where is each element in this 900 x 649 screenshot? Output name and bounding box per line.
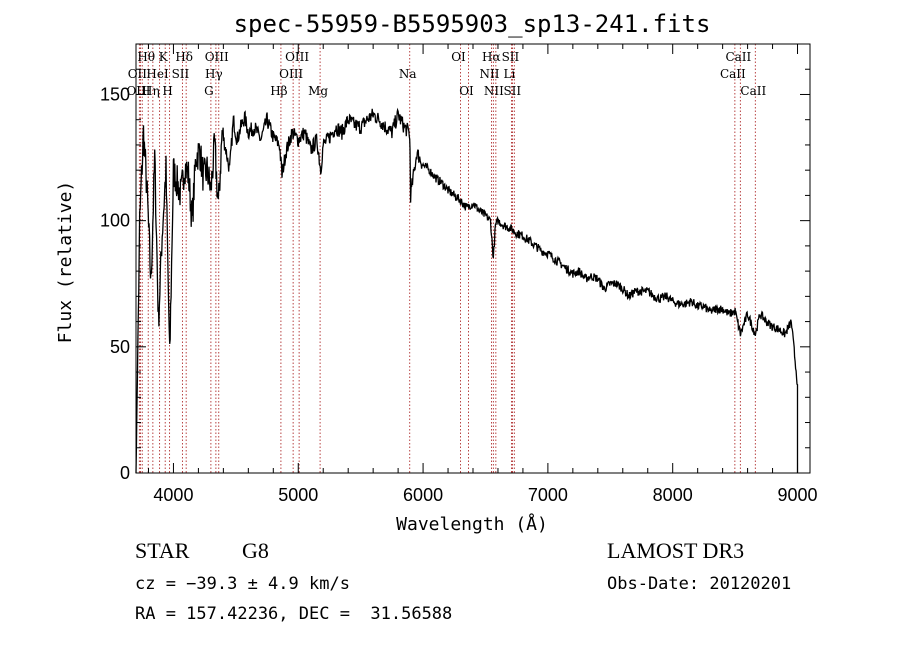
line-label: Li bbox=[504, 67, 516, 81]
chart-title: spec-55959-B5595903_sp13-241.fits bbox=[234, 10, 711, 38]
line-label: NII bbox=[479, 67, 499, 81]
line-label: SII bbox=[172, 67, 190, 81]
emission-line-markers bbox=[138, 44, 756, 473]
x-tick-label: 6000 bbox=[403, 485, 443, 505]
y-tick-label: 100 bbox=[100, 211, 130, 231]
line-label: Hβ bbox=[270, 84, 287, 98]
axis-ticks: 4000 5000 6000 7000 8000 9000 0 50 100 150 bbox=[100, 43, 818, 505]
y-tick-label: 0 bbox=[120, 463, 130, 483]
line-label: OIII bbox=[285, 50, 309, 64]
line-label: CaII bbox=[740, 84, 766, 98]
x-tick-label: 9000 bbox=[777, 485, 817, 505]
line-label: Hα bbox=[482, 50, 501, 64]
object-subclass: G8 bbox=[242, 538, 269, 563]
line-label: NII bbox=[484, 84, 504, 98]
x-tick-label: 4000 bbox=[153, 485, 193, 505]
line-label: Na bbox=[399, 67, 417, 81]
y-tick-label: 50 bbox=[110, 337, 130, 357]
line-label: OIII bbox=[205, 50, 229, 64]
line-label: Hθ bbox=[137, 50, 155, 64]
coordinates: RA = 157.42236, DEC = 31.56588 bbox=[135, 604, 453, 624]
line-label: Hγ bbox=[205, 67, 223, 81]
x-axis-label: Wavelength (Å) bbox=[396, 513, 548, 535]
spectrum-line bbox=[135, 107, 799, 474]
redshift-velocity: cz = −39.3 ± 4.9 km/s bbox=[135, 574, 350, 594]
plot-frame bbox=[135, 43, 811, 474]
line-label: OI bbox=[451, 50, 466, 64]
observation-date: Obs-Date: 20120201 bbox=[607, 574, 792, 594]
line-label: Hη bbox=[142, 84, 160, 98]
line-label: Mg bbox=[308, 84, 328, 98]
line-label: OI bbox=[459, 84, 474, 98]
line-label: H bbox=[162, 84, 172, 98]
line-label: G bbox=[204, 84, 214, 98]
line-label: K bbox=[159, 50, 169, 64]
line-label: OII bbox=[128, 67, 148, 81]
line-label: Hδ bbox=[175, 50, 193, 64]
x-tick-label: 5000 bbox=[278, 485, 318, 505]
x-tick-label: 7000 bbox=[528, 485, 568, 505]
object-class: STAR bbox=[135, 538, 190, 563]
line-label: CaII bbox=[725, 50, 751, 64]
x-tick-label: 8000 bbox=[653, 485, 693, 505]
line-label: SII bbox=[503, 84, 521, 98]
line-label: OIII bbox=[279, 67, 303, 81]
line-label: SII bbox=[502, 50, 520, 64]
y-axis-label: Flux (relative) bbox=[55, 181, 76, 344]
y-tick-label: 150 bbox=[100, 84, 130, 104]
survey-name: LAMOST DR3 bbox=[607, 538, 745, 563]
line-label: CaII bbox=[720, 67, 746, 81]
line-label: HeI bbox=[146, 67, 169, 81]
